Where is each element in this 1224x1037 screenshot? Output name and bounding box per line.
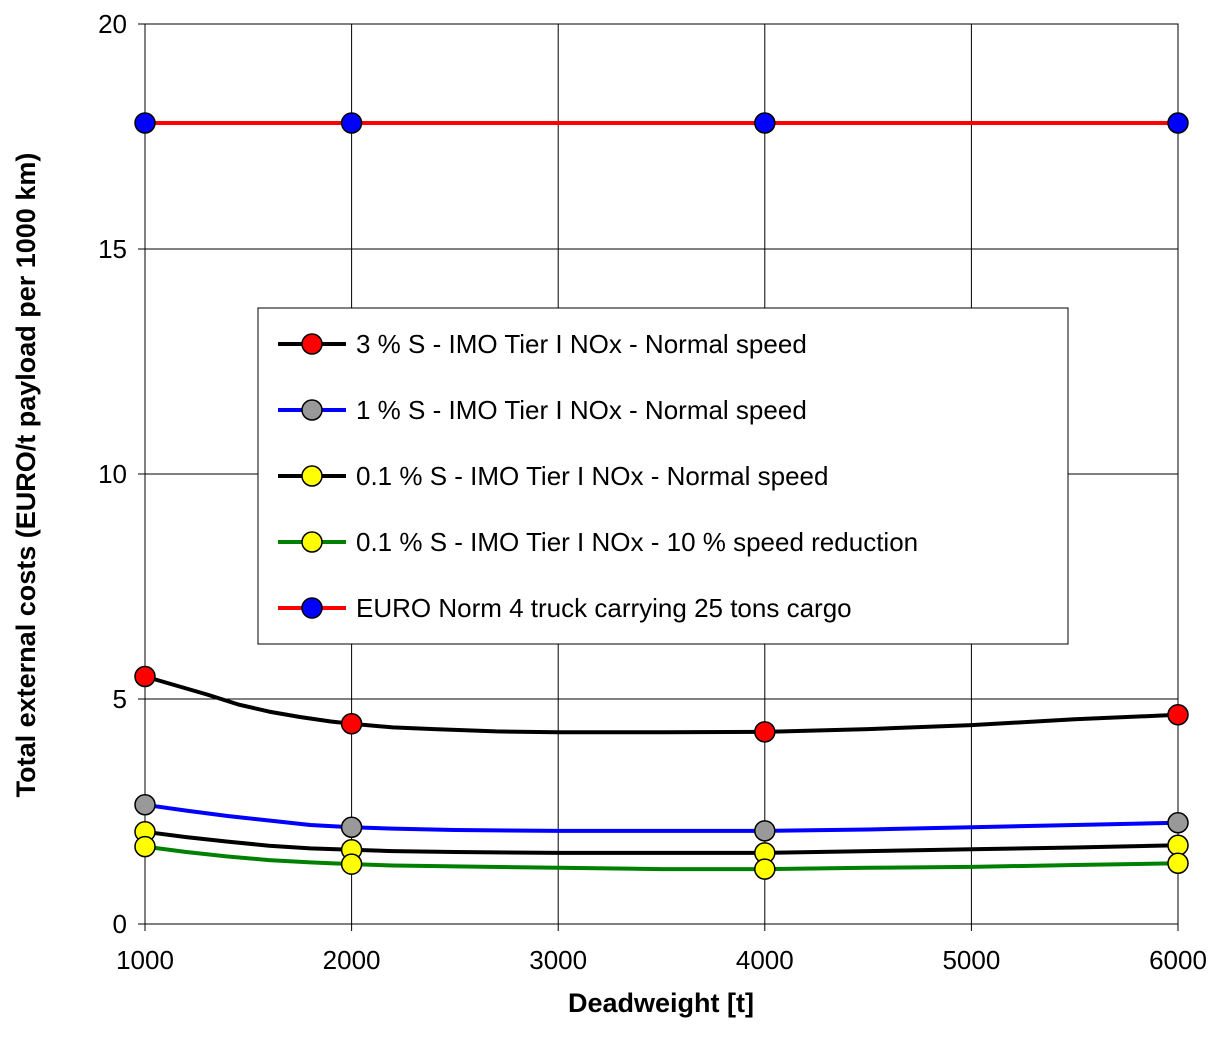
series-layer bbox=[134, 112, 1189, 880]
legend: 3 % S - IMO Tier I NOx - Normal speed 1 %… bbox=[257, 307, 1069, 645]
legend-marker-swatch bbox=[301, 531, 323, 553]
data-point bbox=[134, 794, 156, 816]
y-tick-label: 0 bbox=[113, 909, 127, 939]
data-point bbox=[1167, 852, 1189, 874]
data-point bbox=[1167, 704, 1189, 726]
series-5-markers bbox=[134, 112, 1189, 134]
legend-entry: 1 % S - IMO Tier I NOx - Normal speed bbox=[278, 395, 807, 425]
x-tick-label: 3000 bbox=[529, 945, 587, 975]
series-1-markers bbox=[134, 665, 1189, 743]
legend-box bbox=[257, 307, 1069, 645]
data-point bbox=[340, 112, 363, 134]
series-2-markers bbox=[134, 794, 1189, 842]
data-point bbox=[1167, 834, 1189, 856]
legend-marker-swatch bbox=[301, 465, 323, 487]
series-line bbox=[144, 674, 1179, 735]
data-point bbox=[1167, 112, 1189, 134]
legend-label: 0.1 % S - IMO Tier I NOx - Normal speed bbox=[356, 461, 828, 491]
data-point bbox=[134, 112, 156, 134]
data-point bbox=[754, 112, 776, 134]
data-point bbox=[134, 835, 156, 858]
series-2 bbox=[144, 802, 1179, 833]
data-point bbox=[754, 820, 776, 842]
data-point bbox=[134, 665, 156, 688]
x-tick-label: 5000 bbox=[942, 945, 1000, 975]
y-axis-title: Total external costs (EURO/t payload per… bbox=[11, 153, 41, 798]
series-3 bbox=[144, 829, 1179, 855]
series-3-markers bbox=[134, 821, 1189, 864]
legend-entry: 0.1 % S - IMO Tier I NOx - 10 % speed re… bbox=[278, 527, 918, 557]
legend-entry: EURO Norm 4 truck carrying 25 tons cargo bbox=[278, 593, 852, 623]
series-line bbox=[144, 802, 1179, 833]
x-tick-label: 1000 bbox=[116, 945, 174, 975]
y-tick-label: 20 bbox=[98, 9, 127, 39]
data-point bbox=[340, 816, 363, 838]
series-4-markers bbox=[134, 835, 1189, 880]
x-tick-label: 4000 bbox=[736, 945, 794, 975]
y-tick-label: 10 bbox=[98, 459, 127, 489]
x-tick-label: 6000 bbox=[1149, 945, 1207, 975]
y-tick-label: 15 bbox=[98, 234, 127, 264]
legend-entry: 3 % S - IMO Tier I NOx - Normal speed bbox=[278, 329, 807, 359]
series-line bbox=[144, 829, 1179, 855]
legend-label: 1 % S - IMO Tier I NOx - Normal speed bbox=[356, 395, 807, 425]
data-point bbox=[340, 713, 363, 735]
axes: 0 5 10 15 20 1000 2000 3000 4000 5000 6000 bbox=[98, 9, 1207, 975]
series-line bbox=[144, 844, 1179, 872]
x-axis-title: Deadweight [t] bbox=[568, 988, 754, 1018]
data-point bbox=[1167, 812, 1189, 834]
legend-entry: 0.1 % S - IMO Tier I NOx - Normal speed bbox=[278, 461, 828, 491]
legend-marker-swatch bbox=[301, 597, 323, 619]
data-point bbox=[754, 721, 776, 743]
series-1 bbox=[144, 674, 1179, 735]
y-tick-label: 5 bbox=[113, 684, 127, 714]
data-point bbox=[340, 853, 363, 875]
x-tick-label: 2000 bbox=[323, 945, 381, 975]
legend-marker-swatch bbox=[301, 333, 323, 355]
data-point bbox=[754, 858, 776, 880]
series-4 bbox=[144, 844, 1179, 872]
legend-label: 0.1 % S - IMO Tier I NOx - 10 % speed re… bbox=[356, 527, 918, 557]
legend-label: EURO Norm 4 truck carrying 25 tons cargo bbox=[356, 593, 852, 623]
legend-marker-swatch bbox=[301, 399, 323, 421]
legend-label: 3 % S - IMO Tier I NOx - Normal speed bbox=[356, 329, 807, 359]
